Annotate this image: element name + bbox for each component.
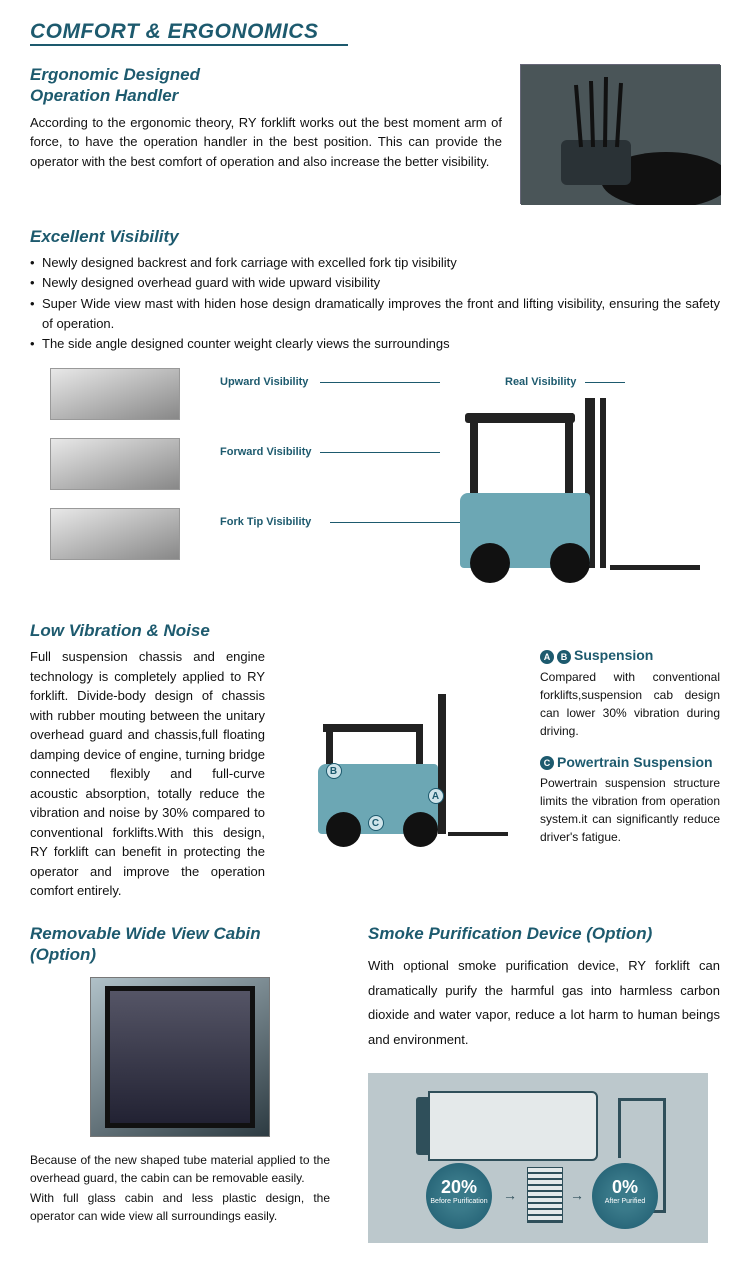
smoke-body: With optional smoke purification device,… [368,954,720,1053]
label-forward: Forward Visibility [220,446,312,458]
visibility-bullet: The side angle designed counter weight c… [30,334,720,354]
visibility-bullet: Newly designed backrest and fork carriag… [30,253,720,273]
filter-icon [527,1167,563,1223]
section-visibility: Excellent Visibility Newly designed back… [30,226,720,598]
suspension-body: Compared with conventional forklifts,sus… [540,668,720,740]
cabin-body-2: With full glass cabin and less plastic d… [30,1189,330,1225]
pointer-line [585,382,625,383]
smoke-diagram: → → 20% Before Purification 0% After Pur… [368,1073,708,1243]
marker-c-icon: C [540,756,554,770]
section-options: Removable Wide View Cabin (Option) Becau… [30,923,720,1243]
forktip-visibility-image [50,508,180,560]
ergonomic-title: Ergonomic Designed Operation Handler [30,64,502,107]
label-upward: Upward Visibility [220,376,308,388]
label-forktip: Fork Tip Visibility [220,516,311,528]
pointer-line [320,382,440,383]
cabin-title: Removable Wide View Cabin (Option) [30,923,330,966]
visibility-diagram: Upward Visibility Forward Visibility For… [30,368,720,598]
vibration-forklift-image: A B C [298,689,508,859]
label-real: Real Visibility [505,376,576,388]
section-ergonomic: Ergonomic Designed Operation Handler Acc… [30,64,720,204]
visibility-title: Excellent Visibility [30,226,720,247]
visibility-bullet: Super Wide view mast with hiden hose des… [30,294,720,334]
visibility-bullets: Newly designed backrest and fork carriag… [30,253,720,354]
before-purification-badge: 20% Before Purification [426,1163,492,1229]
arrow-icon: → [570,1187,584,1203]
powertrain-title: CPowertrain Suspension [540,754,720,770]
smoke-title: Smoke Purification Device (Option) [368,923,720,944]
operation-handler-image [520,64,720,204]
marker-a-icon: A [540,650,554,664]
arrow-icon: → [503,1187,517,1203]
vibration-body: Full suspension chassis and engine techn… [30,647,265,901]
forward-visibility-image [50,438,180,490]
marker-a: A [428,788,444,804]
vibration-title: Low Vibration & Noise [30,620,720,641]
cabin-body-1: Because of the new shaped tube material … [30,1151,330,1187]
page-title: COMFORT & ERGONOMICS [30,20,348,46]
marker-b: B [326,763,342,779]
suspension-title: ABSuspension [540,647,720,663]
after-purification-badge: 0% After Purified [592,1163,658,1229]
cabin-image [90,977,270,1137]
visibility-bullet: Newly designed overhead guard with wide … [30,273,720,293]
upward-visibility-image [50,368,180,420]
section-vibration: Low Vibration & Noise Full suspension ch… [30,620,720,901]
marker-c: C [368,815,384,831]
powertrain-body: Powertrain suspension structure limits t… [540,774,720,846]
ergonomic-body: According to the ergonomic theory, RY fo… [30,113,502,172]
forklift-illustration [410,388,700,588]
marker-b-icon: B [557,650,571,664]
